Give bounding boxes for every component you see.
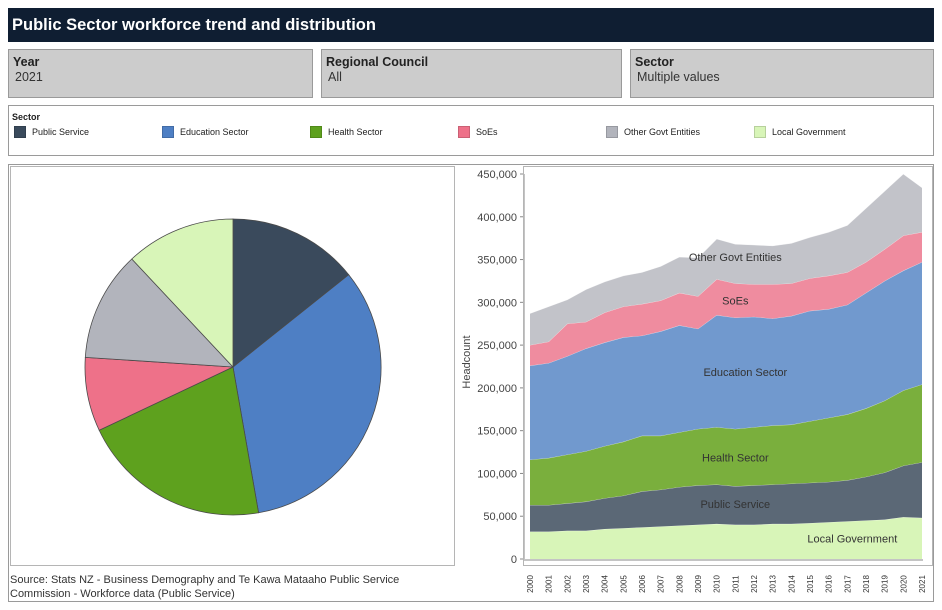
regional-council-filter[interactable]: Regional Council All [321,49,622,98]
dashboard-title: Public Sector workforce trend and distri… [8,8,934,42]
legend-swatch [754,126,766,138]
sector-filter-value[interactable]: Multiple values [637,70,720,84]
legend-label: Other Govt Entities [624,127,701,137]
legend-label: Health Sector [328,127,383,137]
legend-item-health-sector[interactable]: Health Sector [310,126,383,138]
legend-item-education-sector[interactable]: Education Sector [162,126,249,138]
pie-slice-education-sector[interactable] [232,274,382,514]
sector-legend: Sector Public Service Education Sector H… [8,105,934,156]
pie-chart-panel [10,166,455,566]
legend-swatch [310,126,322,138]
pie-slice-health-sector[interactable] [98,366,260,516]
source-note: Source: Stats NZ - Business Demography a… [10,574,400,600]
year-filter[interactable]: Year 2021 [8,49,313,98]
sector-pie-chart [84,218,382,516]
legend-item-local-government[interactable]: Local Government [754,126,846,138]
legend-item-public-service[interactable]: Public Service [14,126,89,138]
year-filter-value[interactable]: 2021 [15,70,43,84]
charts-container [8,164,934,602]
legend-item-soes[interactable]: SoEs [458,126,498,138]
pie-slice-public-service[interactable] [232,218,350,368]
area-chart-panel [523,166,933,566]
regional-council-filter-value[interactable]: All [328,70,342,84]
legend-title: Sector [12,112,41,122]
sector-filter[interactable]: Sector Multiple values [630,49,934,98]
legend-label: Public Service [32,127,90,137]
legend-swatch [606,126,618,138]
regional-council-filter-label: Regional Council [326,55,429,69]
legend-label: Education Sector [180,127,249,137]
pie-slice-other-govt-entities[interactable] [84,258,234,368]
sector-filter-label: Sector [635,55,674,69]
legend-item-other-govt-entities[interactable]: Other Govt Entities [606,126,700,138]
legend-label: SoEs [476,127,498,137]
legend-label: Local Government [772,127,846,137]
pie-slice-local-government[interactable] [131,218,234,369]
legend-swatch [458,126,470,138]
legend-swatch [162,126,174,138]
year-filter-label: Year [13,55,40,69]
legend-swatch [14,126,26,138]
